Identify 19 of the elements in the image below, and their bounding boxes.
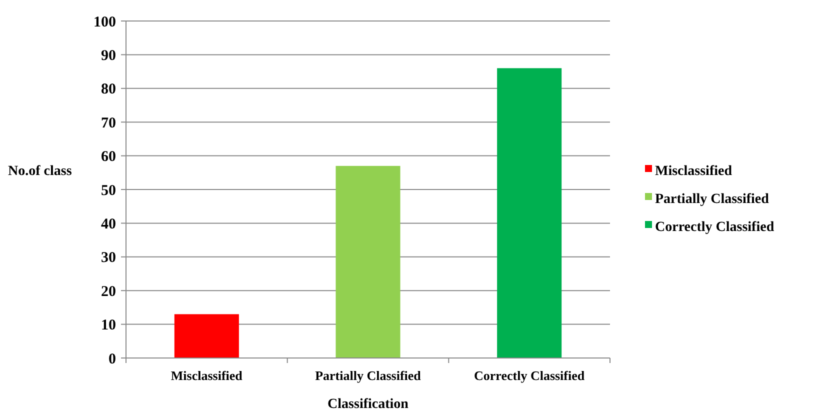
y-tick-label: 10	[101, 318, 116, 334]
y-tick-label: 60	[101, 149, 116, 166]
x-tick-label: Misclassified	[170, 368, 244, 383]
y-tick-label: 70	[101, 115, 116, 132]
x-axis-title: Classification	[328, 397, 409, 412]
y-tick-label: 50	[101, 182, 116, 199]
y-tick-label: 20	[101, 284, 116, 300]
legend-label: Misclassified	[655, 164, 732, 179]
y-tick-label: 40	[101, 216, 116, 232]
y-axis-title: No.of class	[8, 164, 72, 179]
y-tick-label: 80	[101, 82, 116, 98]
y-tick-label: 0	[108, 351, 116, 368]
y-tick-label: 30	[101, 250, 116, 266]
y-tick-label: 90	[101, 48, 116, 64]
y-tick-label: 100	[94, 14, 116, 30]
legend-label: Partially Classified	[655, 192, 770, 207]
x-tick-label: Correctly Classified	[474, 368, 586, 383]
legend-label: Correctly Classified	[655, 220, 774, 235]
x-tick-label: Partially Classified	[315, 368, 422, 383]
